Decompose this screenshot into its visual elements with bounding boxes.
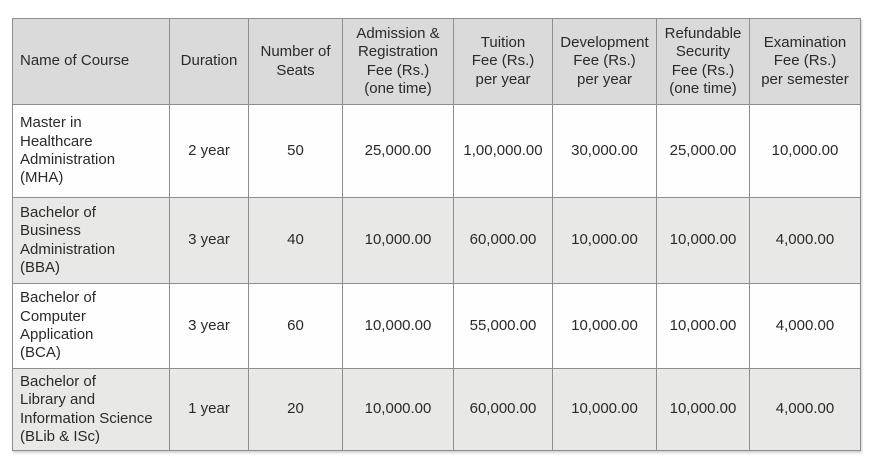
duration-cell: 3 year bbox=[169, 197, 249, 284]
column-header-security-fee: Refundable Security Fee (Rs.) (one time) bbox=[656, 18, 750, 105]
admission-fee-cell: 10,000.00 bbox=[342, 283, 454, 369]
column-header-seats: Number of Seats bbox=[248, 18, 343, 105]
column-header-course-name: Name of Course bbox=[12, 18, 170, 105]
duration-cell: 3 year bbox=[169, 283, 249, 369]
table-row-bca: Bachelor of Computer Application (BCA) 3… bbox=[12, 283, 861, 369]
duration-cell: 1 year bbox=[169, 367, 249, 452]
tuition-fee-cell: 55,000.00 bbox=[453, 283, 553, 369]
table-row-blib-isc: Bachelor of Library and Information Scie… bbox=[12, 367, 861, 452]
header-row: Name of Course Duration Number of Seats … bbox=[12, 18, 861, 105]
course-name-cell: Bachelor of Library and Information Scie… bbox=[12, 367, 170, 452]
column-header-duration: Duration bbox=[169, 18, 249, 105]
security-fee-cell: 10,000.00 bbox=[656, 367, 750, 452]
development-fee-cell: 10,000.00 bbox=[552, 367, 657, 452]
seats-cell: 50 bbox=[248, 104, 343, 198]
course-name-cell: Bachelor of Business Administration (BBA… bbox=[12, 197, 170, 284]
column-header-tuition-fee: Tuition Fee (Rs.) per year bbox=[453, 18, 553, 105]
examination-fee-cell: 10,000.00 bbox=[749, 104, 861, 198]
examination-fee-cell: 4,000.00 bbox=[749, 197, 861, 284]
seats-cell: 60 bbox=[248, 283, 343, 369]
table-row-mha: Master in Healthcare Administration (MHA… bbox=[12, 104, 861, 198]
tuition-fee-cell: 60,000.00 bbox=[453, 367, 553, 452]
column-header-development-fee: Development Fee (Rs.) per year bbox=[552, 18, 657, 105]
examination-fee-cell: 4,000.00 bbox=[749, 283, 861, 369]
column-header-admission-fee: Admission & Registration Fee (Rs.) (one … bbox=[342, 18, 454, 105]
duration-cell: 2 year bbox=[169, 104, 249, 198]
tuition-fee-cell: 60,000.00 bbox=[453, 197, 553, 284]
course-name-cell: Bachelor of Computer Application (BCA) bbox=[12, 283, 170, 369]
table-row-bba: Bachelor of Business Administration (BBA… bbox=[12, 197, 861, 284]
development-fee-cell: 30,000.00 bbox=[552, 104, 657, 198]
admission-fee-cell: 10,000.00 bbox=[342, 367, 454, 452]
tuition-fee-cell: 1,00,000.00 bbox=[453, 104, 553, 198]
admission-fee-cell: 25,000.00 bbox=[342, 104, 454, 198]
development-fee-cell: 10,000.00 bbox=[552, 283, 657, 369]
admission-fee-cell: 10,000.00 bbox=[342, 197, 454, 284]
development-fee-cell: 10,000.00 bbox=[552, 197, 657, 284]
course-fee-table: Name of Course Duration Number of Seats … bbox=[12, 18, 861, 452]
course-name-cell: Master in Healthcare Administration (MHA… bbox=[12, 104, 170, 198]
column-header-examination-fee: Examination Fee (Rs.) per semester bbox=[749, 18, 861, 105]
security-fee-cell: 25,000.00 bbox=[656, 104, 750, 198]
seats-cell: 40 bbox=[248, 197, 343, 284]
security-fee-cell: 10,000.00 bbox=[656, 197, 750, 284]
seats-cell: 20 bbox=[248, 367, 343, 452]
examination-fee-cell: 4,000.00 bbox=[749, 367, 861, 452]
security-fee-cell: 10,000.00 bbox=[656, 283, 750, 369]
